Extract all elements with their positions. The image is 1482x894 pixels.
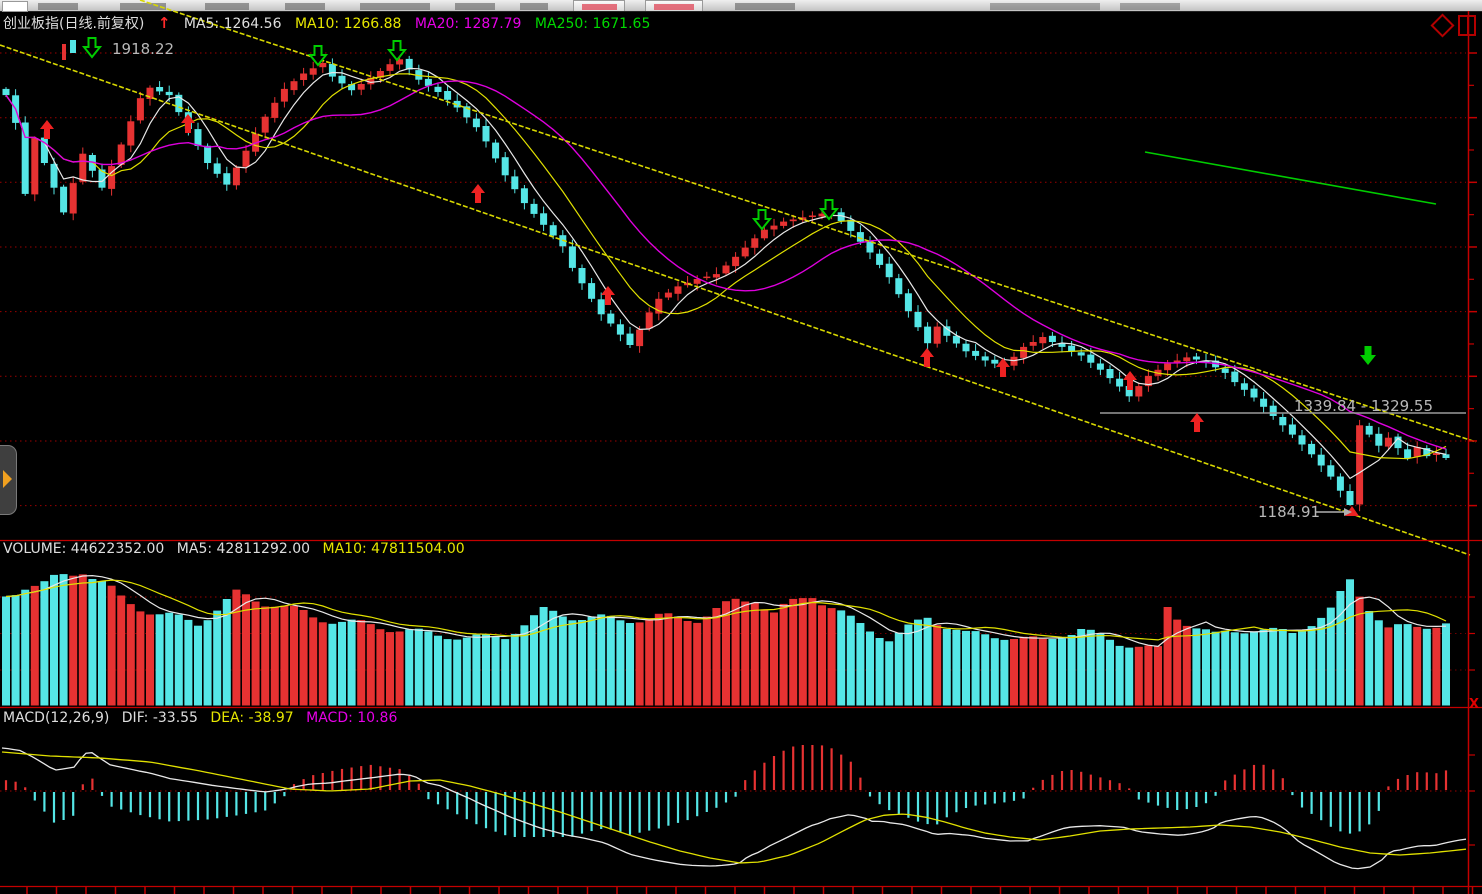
sell-arrow-hollow-icon bbox=[81, 37, 103, 59]
menu-item-clipped[interactable] bbox=[360, 3, 430, 10]
menu-input-box[interactable] bbox=[2, 1, 28, 12]
menu-item-clipped[interactable] bbox=[285, 3, 325, 10]
sell-arrow-hollow-icon bbox=[818, 199, 840, 221]
close-x-icon[interactable]: X bbox=[1469, 697, 1480, 712]
menu-item-clipped[interactable] bbox=[455, 3, 495, 10]
price-ma-lines bbox=[5, 67, 1447, 480]
ma10-readout: MA10: 1266.88 bbox=[294, 16, 402, 32]
volume-ma-lines bbox=[5, 574, 1447, 648]
volume-bars bbox=[2, 574, 1450, 706]
dea-readout: DEA: -38.97 bbox=[210, 710, 294, 726]
sell-arrow-hollow-icon bbox=[386, 40, 408, 62]
ma20-readout: MA20: 1287.79 bbox=[414, 16, 522, 32]
instrument-name: 创业板指(日线.前复权) bbox=[3, 16, 145, 32]
expand-arrow-icon bbox=[3, 470, 12, 488]
volume-ma5-line bbox=[5, 574, 1447, 648]
high-label-candle-icon bbox=[62, 44, 66, 60]
menu-item-clipped[interactable] bbox=[735, 3, 795, 10]
menu-item-clipped[interactable] bbox=[38, 3, 78, 10]
volume-pane-header: VOLUME: 44622352.00 MA5: 42811292.00 MA1… bbox=[3, 541, 473, 557]
menu-item-clipped[interactable] bbox=[990, 3, 1100, 10]
volume-ma10-line bbox=[5, 579, 1447, 641]
ma250-line bbox=[1144, 151, 1437, 205]
buy-arrow-icon bbox=[601, 286, 615, 305]
macd-pane-header: MACD(12,26,9) DIF: -33.55 DEA: -38.97 MA… bbox=[3, 710, 405, 726]
buy-arrow-icon bbox=[1190, 413, 1204, 432]
dea-line bbox=[1, 751, 1467, 864]
chart-info-bar: 创业板指(日线.前复权) ↑ MA5: 1264.56 MA10: 1266.8… bbox=[3, 13, 659, 33]
sell-arrow-hollow-icon bbox=[751, 209, 773, 231]
ma10-line bbox=[5, 73, 1447, 460]
buy-arrow-icon bbox=[920, 348, 934, 367]
period-high-label: 1918.22 bbox=[112, 40, 175, 58]
high-label-candle-icon bbox=[70, 40, 76, 53]
candlesticks bbox=[2, 52, 1450, 512]
volume-ma10-readout: MA10: 47811504.00 bbox=[322, 541, 465, 557]
buy-arrow-icon bbox=[181, 114, 195, 133]
macd-readout: MACD: 10.86 bbox=[306, 710, 398, 726]
buy-arrow-icon bbox=[40, 120, 54, 139]
menu-item-clipped[interactable] bbox=[120, 3, 166, 10]
buy-arrow-icon bbox=[1123, 371, 1137, 390]
ma5-line bbox=[5, 67, 1447, 480]
macd-lines bbox=[1, 747, 1467, 870]
trend-up-arrow-icon: ↑ bbox=[157, 14, 171, 32]
menu-button-clipped[interactable] bbox=[573, 0, 625, 11]
volume-ma5-readout: MA5: 42811292.00 bbox=[176, 541, 311, 557]
ma250-readout: MA250: 1671.65 bbox=[534, 16, 651, 32]
sell-arrow-hollow-icon bbox=[307, 45, 329, 67]
signal-markers bbox=[40, 37, 1376, 516]
diamond-icon[interactable] bbox=[1430, 13, 1455, 38]
dif-readout: DIF: -33.55 bbox=[121, 710, 198, 726]
period-low-label: 1184.91 bbox=[1258, 503, 1321, 521]
ma20-line bbox=[5, 80, 1447, 450]
separators-and-axis bbox=[0, 11, 1482, 894]
dif-line bbox=[1, 747, 1467, 870]
macd-name: MACD(12,26,9) bbox=[3, 710, 110, 726]
buy-arrow-icon bbox=[996, 358, 1010, 377]
volume-readout: VOLUME: 44622352.00 bbox=[3, 541, 165, 557]
menu-bar[interactable] bbox=[0, 0, 1482, 12]
low-pointer-arrow-icon bbox=[1344, 508, 1352, 516]
split-window-icon[interactable] bbox=[1458, 15, 1476, 36]
price-level-label: 1339.84 - 1329.55 bbox=[1294, 397, 1434, 415]
buy-arrow-icon bbox=[471, 184, 485, 203]
trend-channel bbox=[0, 0, 1477, 556]
pane-window-icons bbox=[1430, 13, 1478, 38]
sidebar-expand-handle[interactable] bbox=[0, 445, 17, 515]
ma5-readout: MA5: 1264.56 bbox=[183, 16, 282, 32]
menu-item-clipped[interactable] bbox=[205, 3, 249, 10]
menu-button-clipped[interactable] bbox=[645, 0, 703, 11]
sell-arrow-solid-icon bbox=[1360, 346, 1376, 365]
menu-item-clipped[interactable] bbox=[520, 3, 548, 10]
menu-item-clipped[interactable] bbox=[1120, 3, 1180, 10]
